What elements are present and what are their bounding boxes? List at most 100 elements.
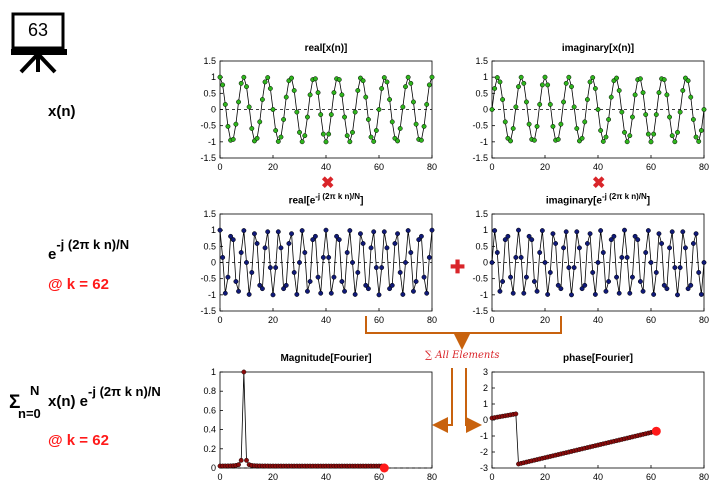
data-point xyxy=(323,139,329,145)
data-point xyxy=(505,233,511,239)
data-point xyxy=(360,241,366,246)
multiply-icon-left: ✖ xyxy=(321,175,335,192)
data-point xyxy=(577,245,582,251)
data-point xyxy=(677,265,683,271)
data-point xyxy=(342,288,348,294)
data-point xyxy=(542,260,548,265)
y-tick-label: -1 xyxy=(208,290,216,300)
data-point xyxy=(371,229,377,235)
data-point xyxy=(397,126,403,131)
data-point xyxy=(307,279,313,284)
data-point xyxy=(289,231,295,237)
data-point xyxy=(320,254,326,260)
data-point xyxy=(547,101,553,107)
x-tick-label: 40 xyxy=(593,315,603,325)
multiply-icon-right: ✖ xyxy=(592,175,606,192)
y-tick-label: 1 xyxy=(211,367,216,377)
data-point xyxy=(513,104,519,110)
y-tick-label: 0.5 xyxy=(203,241,216,251)
data-point xyxy=(698,128,704,133)
y-tick-label: -1.5 xyxy=(472,306,488,316)
data-point xyxy=(550,231,556,237)
data-point xyxy=(352,109,358,115)
data-point xyxy=(220,254,226,260)
data-point xyxy=(563,80,569,86)
data-point xyxy=(521,290,527,296)
data-point xyxy=(350,129,355,135)
data-point xyxy=(502,237,508,243)
x-tick-label: 20 xyxy=(540,315,550,325)
data-point xyxy=(494,250,500,255)
data-point xyxy=(521,80,527,86)
slide-number: 63 xyxy=(27,20,49,40)
data-point xyxy=(257,119,263,125)
data-point xyxy=(600,250,606,255)
data-point xyxy=(534,288,540,294)
title-real-kernel-exp: -j (2π k n)/N xyxy=(315,192,361,201)
data-point xyxy=(270,292,276,298)
sum-all-elements-label: ∑ All Elements xyxy=(425,350,500,361)
y-tick-label: 0 xyxy=(483,258,488,268)
data-point xyxy=(675,292,680,298)
current-point xyxy=(651,426,661,436)
data-point xyxy=(579,135,585,141)
data-point xyxy=(389,282,395,288)
data-point xyxy=(305,114,310,120)
data-point xyxy=(643,250,649,255)
data-point xyxy=(281,117,287,122)
data-point xyxy=(236,288,241,294)
data-point xyxy=(685,78,691,84)
data-point xyxy=(254,241,260,246)
data-point xyxy=(574,126,580,131)
data-point xyxy=(339,92,345,98)
x-tick-label: 60 xyxy=(646,162,656,172)
x-tick-label: 40 xyxy=(593,472,603,482)
data-point xyxy=(598,128,604,133)
data-point xyxy=(558,286,564,292)
data-point xyxy=(571,104,577,110)
data-point xyxy=(584,97,590,102)
slide-number-icon xyxy=(9,2,69,74)
data-point xyxy=(405,228,411,234)
data-point xyxy=(675,129,680,135)
x-tick-label: 20 xyxy=(540,472,550,482)
data-point xyxy=(405,74,411,80)
x-tick-label: 0 xyxy=(489,162,494,172)
data-point xyxy=(254,135,260,141)
data-point xyxy=(574,229,580,235)
data-point xyxy=(619,254,625,260)
y-tick-label: 0 xyxy=(211,105,216,115)
data-point xyxy=(294,291,300,297)
data-point xyxy=(693,134,699,140)
kernel-base: e xyxy=(48,246,57,263)
data-point xyxy=(368,134,374,140)
data-point xyxy=(656,90,662,96)
data-point xyxy=(249,270,255,275)
data-point xyxy=(632,233,638,239)
data-point xyxy=(339,279,345,284)
y-tick-label: 0.5 xyxy=(475,88,488,98)
data-point xyxy=(592,291,598,297)
data-point xyxy=(381,75,387,81)
data-point xyxy=(395,231,401,237)
data-point xyxy=(323,227,329,233)
data-point xyxy=(397,270,403,275)
data-point xyxy=(379,265,385,271)
data-point xyxy=(416,237,422,243)
data-point xyxy=(265,229,271,235)
data-point xyxy=(347,228,353,234)
data-point xyxy=(418,233,424,239)
data-point xyxy=(606,279,612,284)
data-point xyxy=(225,274,231,280)
data-point xyxy=(257,282,263,288)
data-point xyxy=(561,245,567,251)
y-tick-label: 0.8 xyxy=(203,386,216,396)
data-point xyxy=(579,286,585,292)
data-point xyxy=(418,137,424,143)
data-point xyxy=(297,260,302,265)
data-point xyxy=(555,282,561,288)
data-point xyxy=(561,99,567,105)
data-point xyxy=(326,254,332,260)
data-point xyxy=(545,291,551,297)
